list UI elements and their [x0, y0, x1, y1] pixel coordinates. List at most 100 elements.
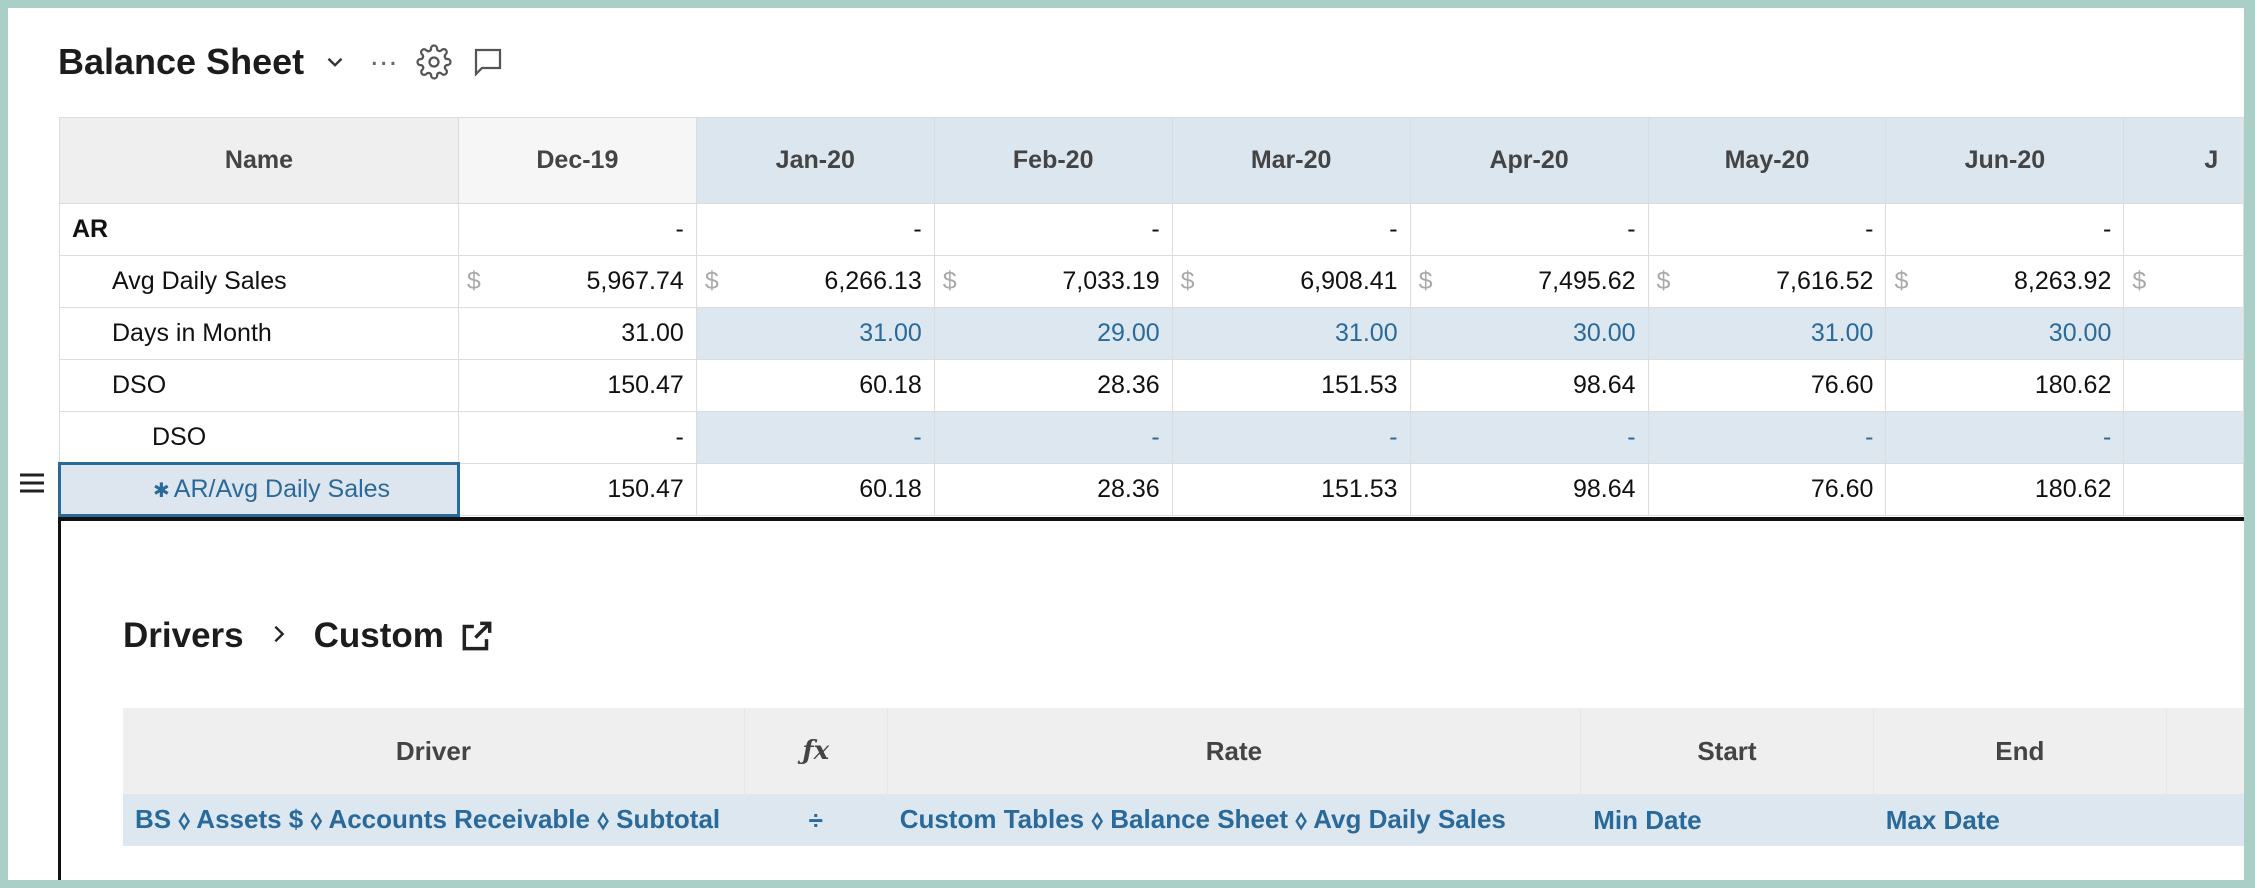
table-cell[interactable]: 180.62	[1885, 359, 2125, 412]
table-cell[interactable]: 150.47	[457, 463, 697, 516]
table-cell[interactable]: -	[1885, 203, 2125, 256]
row-label[interactable]: Days in Month	[59, 307, 459, 360]
table-cell[interactable]: -	[1171, 203, 1411, 256]
column-header-overflow	[2166, 708, 2244, 794]
table-cell[interactable]: $7,495.62	[1409, 255, 1649, 308]
column-header-driver[interactable]: Driver	[123, 708, 745, 794]
column-header-month[interactable]: Dec-19	[457, 117, 697, 204]
cell-value: 6,266.13	[824, 267, 922, 295]
table-row: AR - - - - - - -	[59, 203, 2244, 256]
table-cell[interactable]: 30.00	[1409, 307, 1649, 360]
column-header-month[interactable]: J	[2123, 117, 2244, 204]
column-header-month[interactable]: Apr-20	[1409, 117, 1649, 204]
table-cell[interactable]: -	[1171, 411, 1411, 464]
table-cell[interactable]	[2123, 463, 2244, 516]
chevron-down-icon[interactable]	[322, 49, 348, 75]
gear-icon[interactable]	[416, 44, 452, 80]
row-label[interactable]: DSO	[59, 359, 459, 412]
table-cell[interactable]	[2123, 359, 2244, 412]
table-cell[interactable]: -	[457, 411, 697, 464]
table-cell[interactable]: 28.36	[933, 463, 1173, 516]
cell-value: 7,495.62	[1538, 267, 1636, 295]
table-cell[interactable]: $6,908.41	[1171, 255, 1411, 308]
end-cell[interactable]: Max Date	[1873, 794, 2167, 846]
table-cell[interactable]: 98.64	[1409, 463, 1649, 516]
table-cell[interactable]: $6,266.13	[695, 255, 935, 308]
column-header-end[interactable]: End	[1873, 708, 2167, 794]
table-cell[interactable]: -	[1647, 203, 1887, 256]
column-header-rate[interactable]: Rate	[887, 708, 1582, 794]
table-cell[interactable]: 29.00	[933, 307, 1173, 360]
title-bar: Balance Sheet ...	[58, 32, 506, 92]
table-cell[interactable]: 180.62	[1885, 463, 2125, 516]
driver-cell[interactable]: BS ⬨ Assets $ ⬨ Accounts Receivable ⬨ Su…	[123, 794, 745, 846]
operator-cell[interactable]: ÷	[744, 794, 888, 846]
page-title: Balance Sheet	[58, 41, 305, 82]
row-label[interactable]: Avg Daily Sales	[59, 255, 459, 308]
table-cell[interactable]: -	[1647, 411, 1887, 464]
report-frame: Balance Sheet ... Name Dec-19 Jan-20 Feb…	[8, 8, 2244, 880]
currency-symbol: $	[704, 267, 719, 295]
table-cell[interactable]: $8,263.92	[1885, 255, 2125, 308]
table-cell[interactable]	[2123, 203, 2244, 256]
selected-row-label[interactable]: ✱ AR/Avg Daily Sales	[58, 462, 460, 517]
table-cell[interactable]: 31.00	[457, 307, 697, 360]
table-cell[interactable]: -	[695, 411, 935, 464]
row-label[interactable]: AR	[59, 203, 459, 256]
currency-symbol: $	[2132, 267, 2147, 295]
table-cell[interactable]: 151.53	[1171, 359, 1411, 412]
column-header-name[interactable]: Name	[59, 117, 459, 204]
start-cell[interactable]: Min Date	[1580, 794, 1874, 846]
table-cell[interactable]: $	[2123, 255, 2244, 308]
table-cell[interactable]: $7,616.52	[1647, 255, 1887, 308]
drag-handle-icon[interactable]	[18, 469, 46, 499]
breadcrumb-item[interactable]: Custom	[313, 616, 444, 655]
currency-symbol: $	[1418, 267, 1433, 295]
table-cell[interactable]: 60.18	[695, 359, 935, 412]
column-header-month[interactable]: May-20	[1647, 117, 1887, 204]
rate-cell[interactable]: Custom Tables ⬨ Balance Sheet ⬨ Avg Dail…	[887, 794, 1582, 846]
table-cell[interactable]	[2123, 411, 2244, 464]
table-cell[interactable]: 151.53	[1171, 463, 1411, 516]
table-cell[interactable]: 76.60	[1647, 463, 1887, 516]
table-cell[interactable]: 31.00	[695, 307, 935, 360]
table-cell[interactable]: $7,033.19	[933, 255, 1173, 308]
table-cell[interactable]: 31.00	[1647, 307, 1887, 360]
balance-sheet-grid: Name Dec-19 Jan-20 Feb-20 Mar-20 Apr-20 …	[58, 117, 2244, 517]
column-header-fx: ƒx	[744, 708, 888, 794]
column-header-month[interactable]: Jan-20	[695, 117, 935, 204]
driver-panel: Drivers Custom Driver ƒx Rate Start	[58, 517, 2244, 880]
external-link-icon[interactable]	[458, 617, 496, 655]
comment-icon[interactable]	[470, 44, 506, 80]
column-header-start[interactable]: Start	[1580, 708, 1874, 794]
table-cell[interactable]: 60.18	[695, 463, 935, 516]
table-cell[interactable]: -	[457, 203, 697, 256]
currency-symbol: $	[1180, 267, 1195, 295]
table-cell[interactable]: 76.60	[1647, 359, 1887, 412]
more-options-button[interactable]: ...	[370, 39, 399, 72]
breadcrumb: Drivers Custom	[123, 616, 496, 656]
overflow-cell	[2166, 794, 2244, 846]
breadcrumb-item[interactable]: Drivers	[123, 616, 244, 655]
table-cell[interactable]: 98.64	[1409, 359, 1649, 412]
table-cell[interactable]: -	[1409, 203, 1649, 256]
table-cell[interactable]: 30.00	[1885, 307, 2125, 360]
table-cell[interactable]: -	[1885, 411, 2125, 464]
table-cell[interactable]: -	[933, 411, 1173, 464]
column-header-month[interactable]: Jun-20	[1885, 117, 2125, 204]
table-cell[interactable]: 28.36	[933, 359, 1173, 412]
table-cell[interactable]: -	[1409, 411, 1649, 464]
column-header-month[interactable]: Feb-20	[933, 117, 1173, 204]
table-cell[interactable]: -	[695, 203, 935, 256]
table-cell[interactable]: 31.00	[1171, 307, 1411, 360]
table-cell[interactable]: -	[933, 203, 1173, 256]
row-label[interactable]: DSO	[59, 411, 459, 464]
currency-symbol: $	[1656, 267, 1671, 295]
column-header-month[interactable]: Mar-20	[1171, 117, 1411, 204]
table-row: Days in Month 31.00 31.00 29.00 31.00 30…	[59, 307, 2244, 360]
table-cell[interactable]	[2123, 307, 2244, 360]
table-cell[interactable]: 150.47	[457, 359, 697, 412]
table-cell[interactable]: $5,967.74	[457, 255, 697, 308]
cell-value: 8,263.92	[2014, 267, 2112, 295]
table-row: DSO - - - - - - -	[59, 411, 2244, 464]
